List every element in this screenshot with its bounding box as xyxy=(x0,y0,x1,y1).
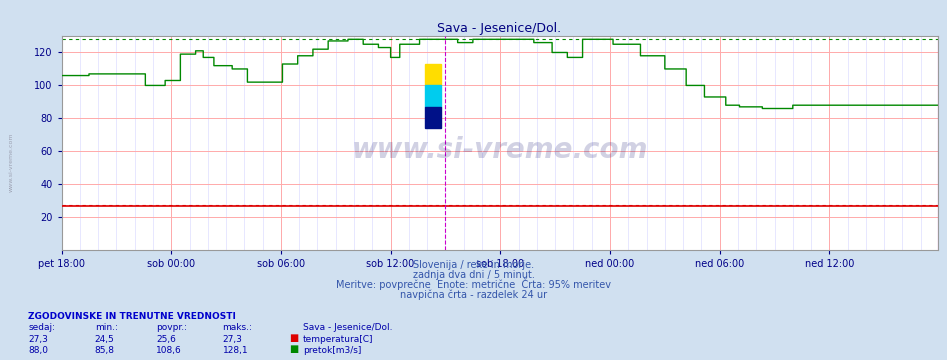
Bar xyxy=(425,107,441,128)
Text: www.si-vreme.com: www.si-vreme.com xyxy=(9,132,14,192)
Text: 88,0: 88,0 xyxy=(28,346,48,355)
Text: 24,5: 24,5 xyxy=(95,335,115,344)
Text: zadnja dva dni / 5 minut.: zadnja dva dni / 5 minut. xyxy=(413,270,534,280)
Title: Sava - Jesenice/Dol.: Sava - Jesenice/Dol. xyxy=(438,22,562,35)
Text: navpična črta - razdelek 24 ur: navpična črta - razdelek 24 ur xyxy=(400,290,547,301)
Text: sedaj:: sedaj: xyxy=(28,323,56,332)
Text: 85,8: 85,8 xyxy=(95,346,115,355)
Text: povpr.:: povpr.: xyxy=(156,323,188,332)
Text: www.si-vreme.com: www.si-vreme.com xyxy=(351,135,648,163)
Text: pretok[m3/s]: pretok[m3/s] xyxy=(303,346,362,355)
Text: 27,3: 27,3 xyxy=(28,335,48,344)
Text: 27,3: 27,3 xyxy=(223,335,242,344)
Text: 25,6: 25,6 xyxy=(156,335,176,344)
Bar xyxy=(425,64,441,85)
Bar xyxy=(425,85,441,107)
Text: ■: ■ xyxy=(289,344,298,354)
Text: min.:: min.: xyxy=(95,323,117,332)
Text: Sava - Jesenice/Dol.: Sava - Jesenice/Dol. xyxy=(303,323,393,332)
Text: maks.:: maks.: xyxy=(223,323,253,332)
Text: Meritve: povprečne  Enote: metrične  Črta: 95% meritev: Meritve: povprečne Enote: metrične Črta:… xyxy=(336,278,611,291)
Text: Slovenija / reke in morje.: Slovenija / reke in morje. xyxy=(413,260,534,270)
Text: 108,6: 108,6 xyxy=(156,346,182,355)
Text: temperatura[C]: temperatura[C] xyxy=(303,335,373,344)
Text: ZGODOVINSKE IN TRENUTNE VREDNOSTI: ZGODOVINSKE IN TRENUTNE VREDNOSTI xyxy=(28,312,237,321)
Text: ■: ■ xyxy=(289,333,298,343)
Text: 128,1: 128,1 xyxy=(223,346,248,355)
